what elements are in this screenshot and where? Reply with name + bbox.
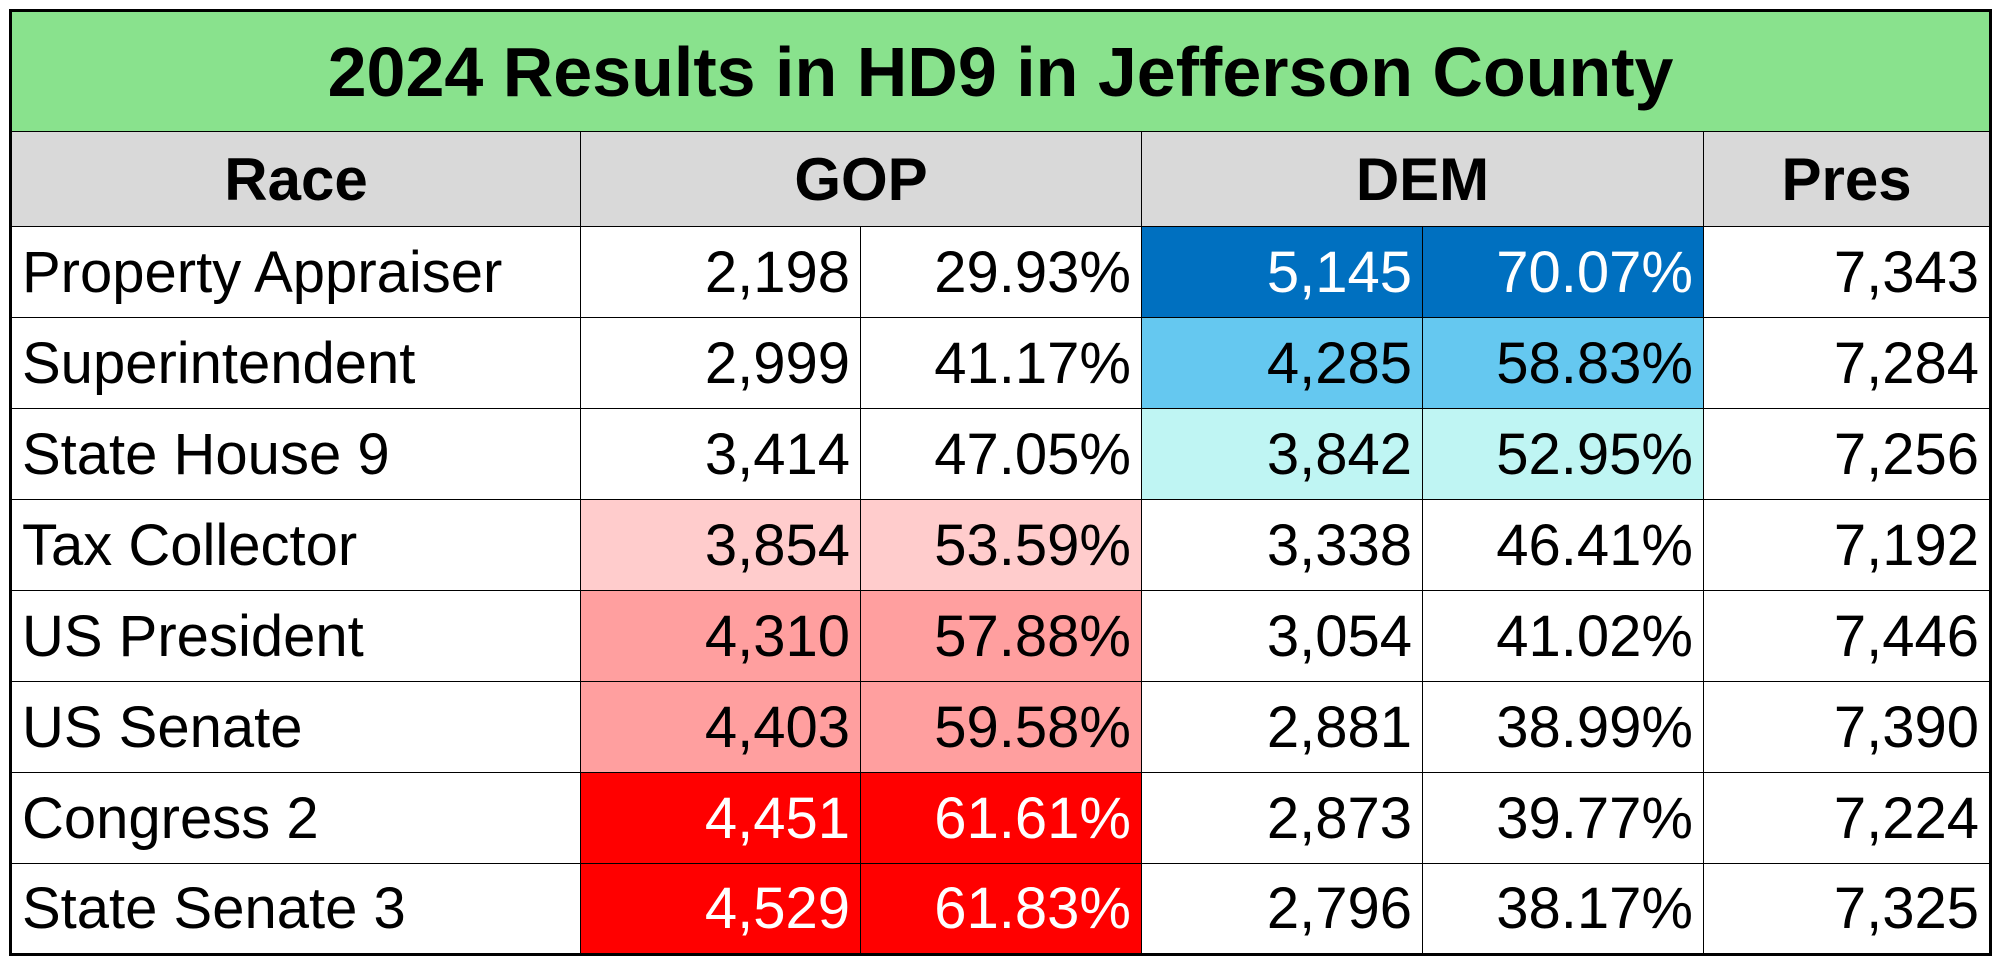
dem-pct-cell: 41.02%	[1422, 590, 1704, 682]
table-row: Congress 2 4,451 61.61% 2,873 39.77% 7,224	[10, 772, 1992, 864]
table-body: Property Appraiser 2,198 29.93% 5,145 70.07%…	[10, 226, 1992, 955]
table-row: Superintendent 2,999 41.17% 4,285 58.83% 7,28…	[10, 317, 1992, 409]
gop-pct-cell: 57.88%	[860, 590, 1142, 682]
header-dem: DEM	[1141, 131, 1704, 227]
race-cell: State Senate 3	[10, 863, 581, 955]
table-row: Tax Collector 3,854 53.59% 3,338 46.41% 7,192	[10, 499, 1992, 591]
dem-votes-cell: 3,054	[1141, 590, 1423, 682]
gop-pct-cell: 59.58%	[860, 681, 1142, 773]
race-cell: US President	[10, 590, 581, 682]
dem-pct-cell: 38.99%	[1422, 681, 1704, 773]
gop-pct-cell: 29.93%	[860, 226, 1142, 318]
gop-pct-cell: 47.05%	[860, 408, 1142, 500]
gop-votes-cell: 3,414	[580, 408, 861, 500]
gop-pct-cell: 61.83%	[860, 863, 1142, 955]
pres-total-cell: 7,446	[1702, 590, 1992, 682]
gop-pct-cell: 61.61%	[860, 772, 1142, 864]
dem-pct-cell: 38.17%	[1422, 863, 1704, 955]
dem-votes-cell: 2,796	[1141, 863, 1423, 955]
dem-pct-cell: 70.07%	[1422, 226, 1704, 318]
table-row: US President 4,310 57.88% 3,054 41.02% 7,446	[10, 590, 1992, 682]
dem-votes-cell: 5,145	[1141, 226, 1423, 318]
pres-total-cell: 7,224	[1702, 772, 1992, 864]
race-cell: Tax Collector	[10, 499, 581, 591]
pres-total-cell: 7,325	[1702, 863, 1992, 955]
table-row: Property Appraiser 2,198 29.93% 5,145 70.07%…	[10, 226, 1992, 318]
gop-votes-cell: 2,198	[580, 226, 861, 318]
gop-votes-cell: 3,854	[580, 499, 861, 591]
dem-pct-cell: 52.95%	[1422, 408, 1704, 500]
table-row: US Senate 4,403 59.58% 2,881 38.99% 7,390	[10, 681, 1992, 773]
pres-total-cell: 7,256	[1702, 408, 1992, 500]
gop-votes-cell: 4,529	[580, 863, 861, 955]
gop-pct-cell: 53.59%	[860, 499, 1142, 591]
gop-votes-cell: 4,310	[580, 590, 861, 682]
race-cell: Congress 2	[10, 772, 581, 864]
dem-votes-cell: 4,285	[1141, 317, 1423, 409]
dem-votes-cell: 2,873	[1141, 772, 1423, 864]
dem-pct-cell: 46.41%	[1422, 499, 1704, 591]
dem-votes-cell: 3,338	[1141, 499, 1423, 591]
dem-votes-cell: 2,881	[1141, 681, 1423, 773]
table-row: State Senate 3 4,529 61.83% 2,796 38.17% 7,32…	[10, 863, 1992, 955]
gop-pct-cell: 41.17%	[860, 317, 1142, 409]
results-table: 2024 Results in HD9 in Jefferson County …	[9, 9, 1993, 956]
header-race: Race	[10, 131, 581, 227]
dem-votes-cell: 3,842	[1141, 408, 1423, 500]
race-cell: US Senate	[10, 681, 581, 773]
pres-total-cell: 7,192	[1702, 499, 1992, 591]
dem-pct-cell: 39.77%	[1422, 772, 1704, 864]
race-cell: Property Appraiser	[10, 226, 581, 318]
gop-votes-cell: 4,451	[580, 772, 861, 864]
pres-total-cell: 7,343	[1702, 226, 1992, 318]
dem-pct-cell: 58.83%	[1422, 317, 1704, 409]
header-gop: GOP	[580, 131, 1142, 227]
gop-votes-cell: 2,999	[580, 317, 861, 409]
gop-votes-cell: 4,403	[580, 681, 861, 773]
title-row: 2024 Results in HD9 in Jefferson County	[9, 10, 1992, 132]
race-cell: Superintendent	[10, 317, 581, 409]
header-row: Race GOP DEM Pres	[10, 131, 1992, 227]
pres-total-cell: 7,390	[1702, 681, 1992, 773]
table-title: 2024 Results in HD9 in Jefferson County	[9, 10, 1992, 132]
table-row: State House 9 3,414 47.05% 3,842 52.95% 7,256	[10, 408, 1992, 500]
header-pres: Pres	[1702, 131, 1992, 227]
pres-total-cell: 7,284	[1702, 317, 1992, 409]
race-cell: State House 9	[10, 408, 581, 500]
